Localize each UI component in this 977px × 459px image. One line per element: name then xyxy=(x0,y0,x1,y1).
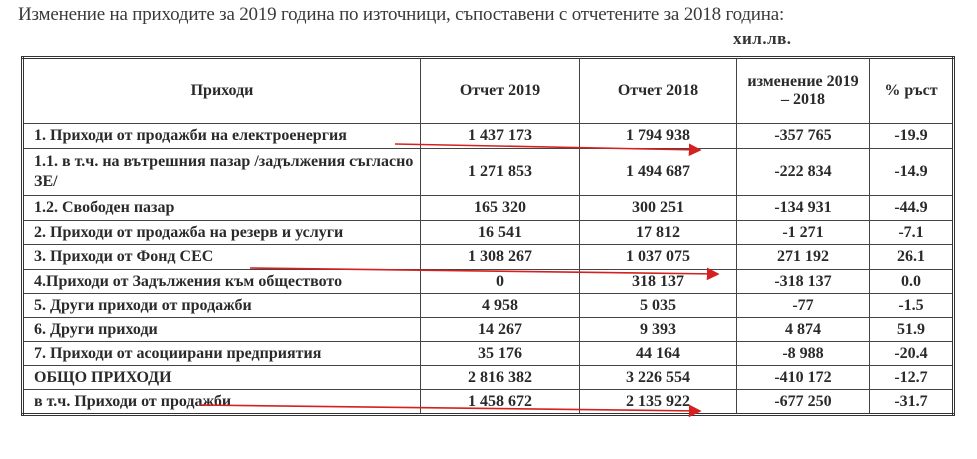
value-2019: 35 176 xyxy=(420,341,580,366)
document-caption: Изменение на приходите за 2019 година по… xyxy=(18,4,785,25)
header-revenues: Приходи xyxy=(22,57,421,124)
value-2019: 14 267 xyxy=(420,317,580,342)
value-growth: 51.9 xyxy=(869,317,954,342)
value-2018: 44 164 xyxy=(579,341,737,366)
value-2018: 17 812 xyxy=(579,220,737,245)
value-change: -677 250 xyxy=(736,389,870,415)
value-growth: -19.9 xyxy=(869,123,954,149)
value-2019: 1 458 672 xyxy=(420,389,580,415)
table-row: ОБЩО ПРИХОДИ 2 816 382 3 226 554 -410 17… xyxy=(22,365,954,390)
table-row: 4.Приходи от Задължения към обществото 0… xyxy=(22,269,954,294)
row-label: 7. Приходи от асоциирани предприятия xyxy=(22,341,421,366)
table-row: 5. Други приходи от продажби 4 958 5 035… xyxy=(22,293,954,318)
table-header-row: Приходи Отчет 2019 Отчет 2018 изменение … xyxy=(22,57,954,124)
table-row: 1. Приходи от продажби на електроенергия… xyxy=(22,123,954,149)
header-growth: % ръст xyxy=(869,57,954,124)
value-2019: 1 308 267 xyxy=(420,244,580,270)
value-2018: 1 794 938 xyxy=(579,123,737,149)
row-label: ОБЩО ПРИХОДИ xyxy=(22,365,421,390)
value-2018: 9 393 xyxy=(579,317,737,342)
value-growth: -14.9 xyxy=(869,148,954,196)
unit-label: хил.лв. xyxy=(733,29,792,48)
value-2019: 1 271 853 xyxy=(420,148,580,196)
value-change: -410 172 xyxy=(736,365,870,390)
value-2019: 0 xyxy=(420,269,580,294)
table-row: 6. Други приходи 14 267 9 393 4 874 51.9 xyxy=(22,317,954,342)
value-growth: 26.1 xyxy=(869,244,954,270)
value-2019: 2 816 382 xyxy=(420,365,580,390)
value-2018: 1 037 075 xyxy=(579,244,737,270)
row-label: 1.2. Свободен пазар xyxy=(22,195,421,221)
value-change: -318 137 xyxy=(736,269,870,294)
value-2019: 4 958 xyxy=(420,293,580,318)
row-label: 2. Приходи от продажба на резерв и услуг… xyxy=(22,220,421,245)
value-growth: -44.9 xyxy=(869,195,954,221)
table-row: 3. Приходи от Фонд СЕС 1 308 267 1 037 0… xyxy=(22,244,954,270)
value-change: -8 988 xyxy=(736,341,870,366)
row-label: 3. Приходи от Фонд СЕС xyxy=(22,244,421,270)
row-label: 6. Други приходи xyxy=(22,317,421,342)
table-row: 1.2. Свободен пазар 165 320 300 251 -134… xyxy=(22,195,954,221)
value-change: -222 834 xyxy=(736,148,870,196)
value-growth: 0.0 xyxy=(869,269,954,294)
value-growth: -20.4 xyxy=(869,341,954,366)
value-growth: -31.7 xyxy=(869,389,954,415)
value-2018: 318 137 xyxy=(579,269,737,294)
value-growth: -12.7 xyxy=(869,365,954,390)
value-change: -1 271 xyxy=(736,220,870,245)
value-growth: -1.5 xyxy=(869,293,954,318)
value-change: 271 192 xyxy=(736,244,870,270)
header-report-2019: Отчет 2019 xyxy=(420,57,580,124)
table-row: 2. Приходи от продажба на резерв и услуг… xyxy=(22,220,954,245)
header-report-2018: Отчет 2018 xyxy=(579,57,737,124)
row-label: 5. Други приходи от продажби xyxy=(22,293,421,318)
value-2018: 2 135 922 xyxy=(579,389,737,415)
table-row: 7. Приходи от асоциирани предприятия 35 … xyxy=(22,341,954,366)
value-change: 4 874 xyxy=(736,317,870,342)
value-change: -77 xyxy=(736,293,870,318)
value-2018: 1 494 687 xyxy=(579,148,737,196)
value-change: -134 931 xyxy=(736,195,870,221)
value-2019: 165 320 xyxy=(420,195,580,221)
row-label: 1.1. в т.ч. на вътрешния пазар /задължен… xyxy=(22,148,421,196)
header-change: изменение 2019 – 2018 xyxy=(736,57,870,124)
value-2019: 1 437 173 xyxy=(420,123,580,149)
row-label: 1. Приходи от продажби на електроенергия xyxy=(22,123,421,149)
value-2018: 5 035 xyxy=(579,293,737,318)
value-2018: 300 251 xyxy=(579,195,737,221)
value-2019: 16 541 xyxy=(420,220,580,245)
value-change: -357 765 xyxy=(736,123,870,149)
value-growth: -7.1 xyxy=(869,220,954,245)
table-row: 1.1. в т.ч. на вътрешния пазар /задължен… xyxy=(22,148,954,196)
row-label: в т.ч. Приходи от продажби xyxy=(22,389,421,415)
revenue-table: Приходи Отчет 2019 Отчет 2018 изменение … xyxy=(21,56,955,416)
row-label: 4.Приходи от Задължения към обществото xyxy=(22,269,421,294)
table-row: в т.ч. Приходи от продажби 1 458 672 2 1… xyxy=(22,389,954,415)
value-2018: 3 226 554 xyxy=(579,365,737,390)
